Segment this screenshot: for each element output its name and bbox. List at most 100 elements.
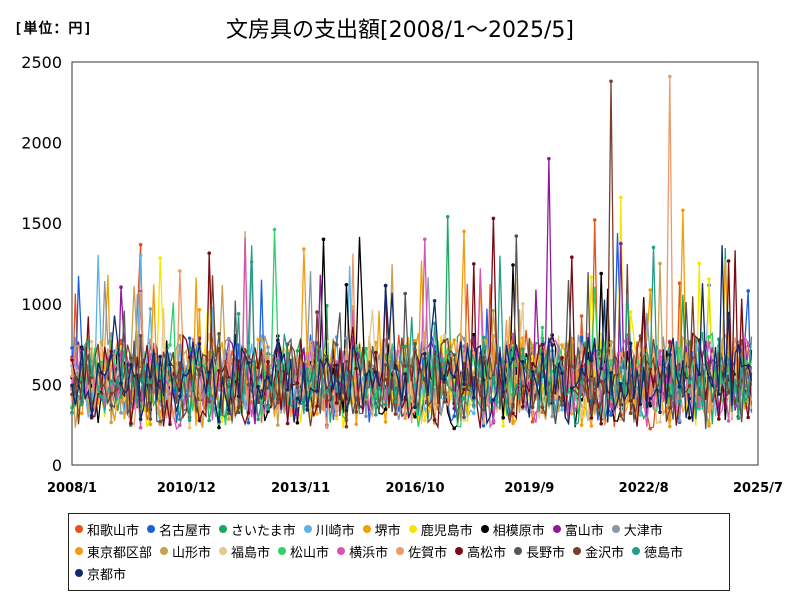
data-point (501, 360, 506, 364)
x-tick-label: 2016/10 (385, 481, 444, 496)
data-point (334, 389, 339, 393)
data-point (668, 406, 672, 410)
data-point (638, 373, 643, 378)
data-point (599, 379, 603, 384)
data-point (168, 362, 172, 367)
data-point (168, 352, 172, 357)
data-point (697, 404, 701, 409)
data-point (658, 366, 662, 370)
data-point (570, 411, 574, 416)
legend-label: さいたま市 (231, 523, 296, 539)
data-point (344, 424, 349, 429)
data-point (452, 414, 457, 419)
data-point (178, 269, 182, 273)
data-point (746, 364, 750, 368)
data-point (579, 314, 584, 318)
data-point (138, 291, 143, 295)
series-layer (70, 74, 753, 431)
legend-marker-icon (337, 547, 346, 555)
x-tick-label: 2013/11 (271, 481, 330, 496)
series-line (71, 245, 753, 427)
data-point (413, 405, 417, 410)
data-point (109, 403, 113, 408)
data-point (344, 283, 349, 287)
data-point (579, 367, 584, 372)
data-point (530, 343, 535, 348)
legend-label: 東京都区部 (87, 545, 153, 561)
data-point (413, 415, 417, 419)
legend-item: 和歌山市 (75, 518, 139, 540)
data-point (168, 343, 172, 347)
data-point (530, 369, 535, 374)
data-point (599, 402, 603, 406)
data-point (148, 352, 153, 357)
data-point (609, 359, 613, 363)
data-point (99, 340, 104, 345)
data-point (403, 364, 408, 368)
data-point (197, 418, 202, 423)
data-point (256, 417, 261, 422)
data-point (726, 259, 731, 263)
data-point (295, 413, 300, 417)
data-point (707, 364, 711, 369)
data-point (403, 416, 408, 421)
data-point (481, 424, 486, 428)
data-point (648, 364, 652, 369)
data-point (129, 356, 133, 360)
data-point (638, 405, 643, 410)
legend-item: 高松市 (455, 540, 506, 562)
data-point (462, 229, 466, 234)
data-point (315, 389, 319, 393)
data-point (178, 334, 182, 338)
data-point (707, 277, 711, 281)
data-point (481, 408, 486, 412)
data-point (668, 394, 672, 398)
data-point (579, 346, 584, 351)
data-point (570, 386, 574, 391)
data-point (560, 371, 564, 375)
data-point (481, 335, 486, 340)
data-point (413, 383, 417, 388)
data-point (717, 417, 721, 421)
data-point (452, 338, 457, 342)
data-point (628, 411, 633, 416)
legend-marker-icon (455, 547, 464, 555)
data-point (726, 419, 731, 423)
data-point (256, 384, 261, 389)
data-point (736, 379, 741, 383)
legend-label: 和歌山市 (87, 523, 140, 539)
data-point (599, 332, 603, 337)
data-point (119, 381, 123, 386)
data-point (364, 373, 368, 377)
data-point (178, 423, 182, 428)
data-point (501, 415, 506, 420)
data-point (462, 387, 466, 392)
data-point (599, 366, 603, 371)
data-point (178, 417, 182, 422)
data-point (746, 415, 750, 420)
legend-label: 大津市 (623, 523, 663, 539)
data-point (354, 422, 359, 427)
data-point (285, 352, 290, 356)
data-point (472, 403, 476, 408)
data-point (344, 408, 349, 413)
legend-label: 松山市 (290, 545, 330, 561)
data-point (677, 399, 682, 404)
legend-marker-icon (552, 525, 561, 533)
y-tick-label: 500 (31, 375, 62, 394)
data-point (305, 351, 310, 356)
data-point (325, 357, 329, 362)
data-point (579, 381, 584, 385)
data-point (285, 388, 290, 392)
data-point (491, 216, 496, 221)
chart-title: 文房具の支出額[2008/1～2025/5] (226, 18, 574, 43)
data-point (697, 372, 701, 377)
data-point (295, 358, 300, 363)
data-point (109, 353, 113, 358)
data-point (89, 413, 94, 418)
data-point (560, 356, 564, 360)
data-point (305, 408, 310, 412)
data-point (129, 421, 133, 426)
data-point (514, 234, 519, 238)
data-point (207, 418, 211, 423)
